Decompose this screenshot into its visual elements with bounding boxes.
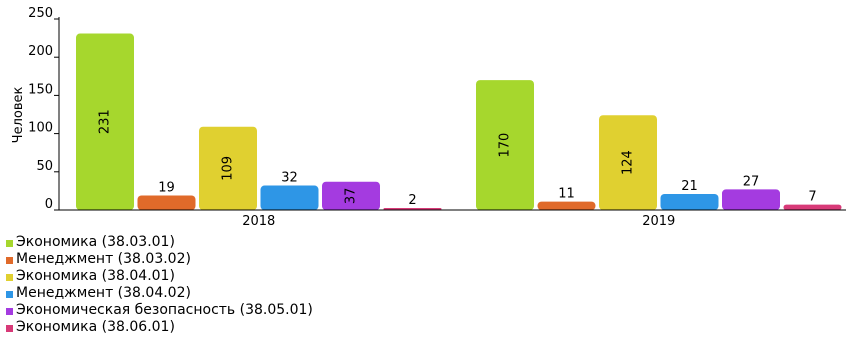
legend-swatch [6, 239, 13, 247]
legend-label: Экономика (38.03.01) [16, 233, 175, 250]
bar [537, 201, 596, 210]
bar [722, 189, 780, 210]
y-axis-title: Человек [11, 87, 26, 144]
y-axis: 0 50 100 150 200 250 [28, 6, 60, 212]
legend-label: Менеджмент (38.03.02) [16, 250, 191, 267]
legend-item: Экономика (38.03.01) [6, 233, 313, 250]
y-tick-label: 200 [28, 44, 53, 59]
legend-item: Менеджмент (38.03.02) [6, 250, 313, 267]
legend-label: Экономическая безопасность (38.05.01) [16, 301, 313, 318]
legend-swatch [6, 307, 13, 315]
bar [476, 80, 534, 211]
bar [76, 33, 134, 211]
y-tick-label: 0 [45, 197, 53, 212]
bar-data-label: 2 [408, 193, 416, 208]
bars: 231 19 109 32 37 2 170 11 124 21 27 7 [76, 33, 842, 211]
legend-item: Экономика (38.04.01) [6, 267, 313, 284]
legend: Экономика (38.03.01) Менеджмент (38.03.02… [6, 233, 313, 335]
bar-data-label: 109 [221, 156, 236, 181]
legend-swatch [6, 290, 13, 298]
legend-swatch [6, 273, 13, 281]
y-tick-label: 150 [28, 82, 53, 97]
bar [260, 185, 319, 210]
legend-item: Менеджмент (38.04.02) [6, 284, 313, 301]
y-tick-label: 250 [28, 6, 53, 21]
legend-swatch [6, 256, 13, 264]
bar-data-label: 27 [743, 174, 760, 189]
bar [660, 193, 719, 210]
bar [137, 195, 196, 210]
bar-data-label: 19 [158, 180, 175, 195]
bar-data-label: 21 [681, 179, 698, 194]
bar [199, 126, 257, 210]
legend-label: Менеджмент (38.04.02) [16, 284, 191, 301]
x-axis: 2018 2019 [59, 209, 846, 229]
legend-label: Экономика (38.04.01) [16, 267, 175, 284]
bar-data-label: 170 [498, 133, 513, 158]
bar [783, 204, 842, 210]
x-tick-label: 2018 [242, 214, 275, 229]
y-tick-label: 50 [36, 159, 53, 174]
bar-data-label: 231 [98, 109, 113, 134]
bar-data-label: 32 [281, 171, 298, 186]
bar [322, 181, 380, 210]
x-tick-label: 2019 [642, 214, 675, 229]
legend-swatch [6, 324, 13, 332]
bar-data-label: 7 [808, 190, 816, 205]
bar-data-label: 37 [344, 188, 359, 205]
bar-data-label: 124 [621, 150, 636, 175]
legend-item: Экономическая безопасность (38.05.01) [6, 301, 313, 318]
bar [599, 115, 657, 210]
bar-data-label: 11 [558, 187, 575, 202]
legend-item: Экономика (38.06.01) [6, 318, 313, 335]
y-tick-label: 100 [28, 121, 53, 136]
legend-label: Экономика (38.06.01) [16, 318, 175, 335]
